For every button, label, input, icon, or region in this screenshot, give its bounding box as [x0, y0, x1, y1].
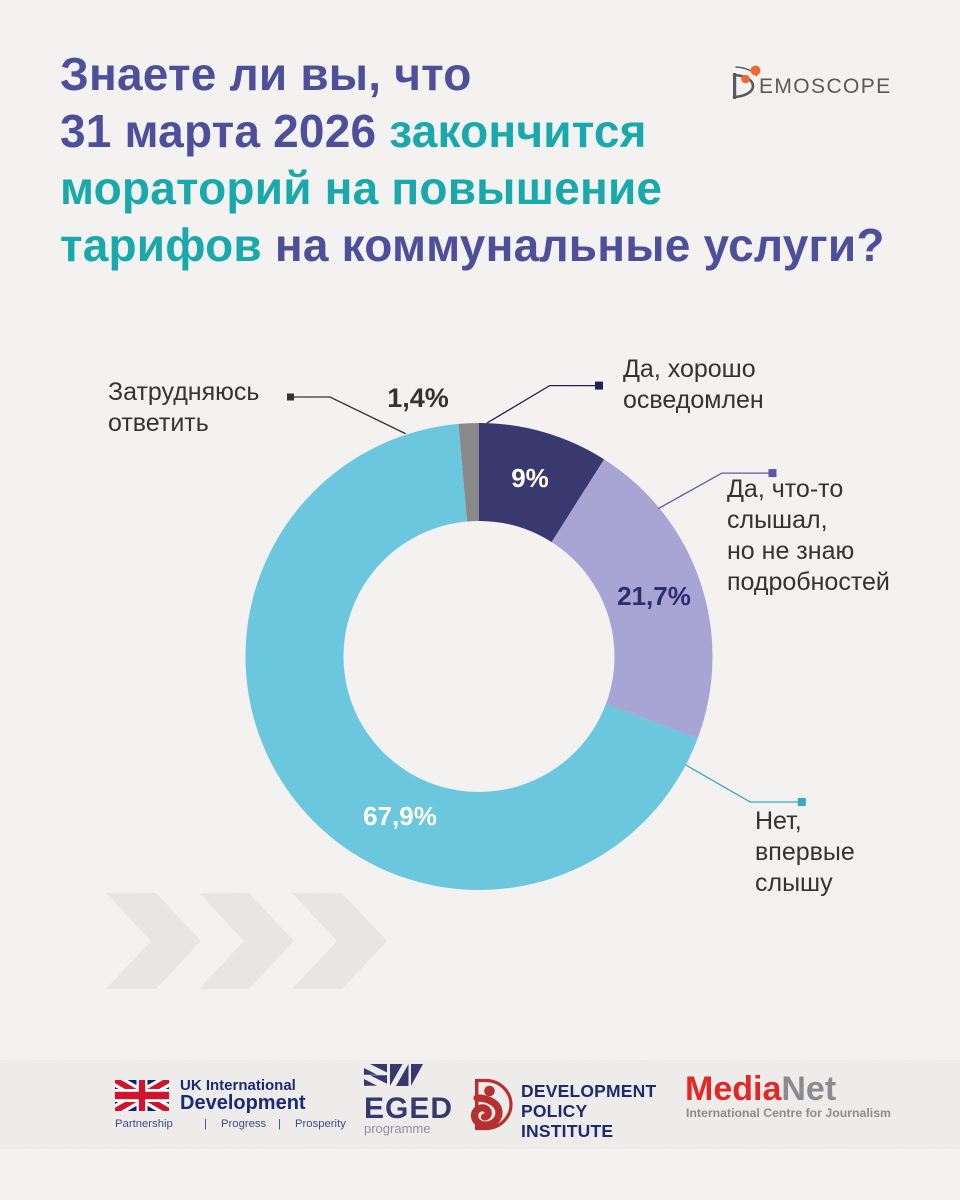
- svg-text:но не знаю: но не знаю: [727, 537, 854, 565]
- svg-text:впервые: впервые: [755, 838, 855, 866]
- svg-text:67,9%: 67,9%: [363, 801, 437, 831]
- svg-text:1,4%: 1,4%: [387, 383, 449, 413]
- svg-text:21,7%: 21,7%: [617, 581, 691, 611]
- svg-text:слышал,: слышал,: [727, 506, 828, 534]
- svg-text:Да, что-то: Да, что-то: [727, 475, 843, 503]
- svg-text:слышу: слышу: [755, 869, 833, 897]
- svg-text:Затрудняюсь: Затрудняюсь: [108, 378, 259, 406]
- svg-text:ответить: ответить: [108, 409, 209, 437]
- svg-text:9%: 9%: [511, 463, 549, 493]
- svg-text:Нет,: Нет,: [755, 807, 802, 835]
- svg-text:осведомлен: осведомлен: [623, 386, 764, 414]
- svg-text:Да, хорошо: Да, хорошо: [623, 355, 756, 383]
- svg-text:подробностей: подробностей: [727, 568, 890, 596]
